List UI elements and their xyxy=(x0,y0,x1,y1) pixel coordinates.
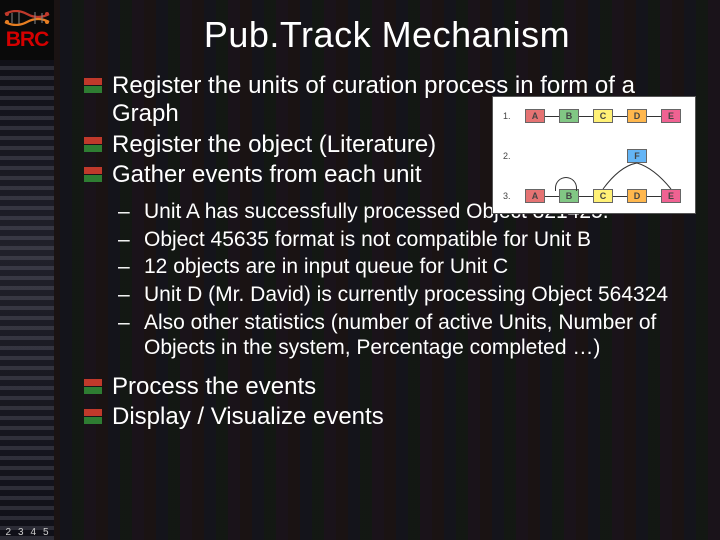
sidebar-num: 4 xyxy=(30,527,36,538)
bullet-text: Display / Visualize events xyxy=(112,403,384,430)
slide-content: Pub.Track Mechanism Register the units o… xyxy=(54,0,720,540)
dna-icon xyxy=(4,10,50,26)
bullet-item: Register the object (Literature) xyxy=(84,131,464,159)
sidebar-graphic xyxy=(0,60,54,540)
sub-bullet-item: Unit D (Mr. David) is currently processi… xyxy=(84,282,700,308)
bullet-text: Register the object (Literature) xyxy=(112,131,436,158)
bullet-icon xyxy=(84,78,102,93)
inset-diagram: 1.2.3.ABCDEFABCDE xyxy=(492,96,696,214)
sidebar-numbers: 2 3 4 5 xyxy=(0,527,54,538)
bullet-item: Display / Visualize events xyxy=(84,403,700,431)
bullet-icon xyxy=(84,167,102,182)
sub-bullet-text: Unit D (Mr. David) is currently processi… xyxy=(144,283,668,306)
sub-bullet-text: Object 45635 format is not compatible fo… xyxy=(144,228,591,251)
sub-bullet-text: 12 objects are in input queue for Unit C xyxy=(144,255,508,278)
bullet-text: Process the events xyxy=(112,373,316,400)
bullet-icon xyxy=(84,409,102,424)
slide-title: Pub.Track Mechanism xyxy=(54,14,720,56)
sub-bullet-text: Also other statistics (number of active … xyxy=(144,311,656,360)
bullet-item: Process the events xyxy=(84,373,700,401)
bullet-icon xyxy=(84,379,102,394)
sidebar: BRC 2 3 4 5 xyxy=(0,0,54,540)
sidebar-num: 2 xyxy=(5,527,11,538)
brc-panel: BRC xyxy=(0,10,54,60)
bullet-item: Gather events from each unit xyxy=(84,161,464,189)
sidebar-num: 3 xyxy=(18,527,24,538)
sub-bullet-item: 12 objects are in input queue for Unit C xyxy=(84,254,700,280)
sub-bullet-item: Also other statistics (number of active … xyxy=(84,310,700,361)
bullet-icon xyxy=(84,137,102,152)
bullet-text: Gather events from each unit xyxy=(112,161,422,188)
diagram-edge xyxy=(497,101,697,211)
sub-bullet-group: Unit A has successfully processed Object… xyxy=(84,199,700,361)
sub-bullet-item: Object 45635 format is not compatible fo… xyxy=(84,227,700,253)
brc-logo-text: BRC xyxy=(6,28,49,52)
sidebar-num: 5 xyxy=(43,527,49,538)
